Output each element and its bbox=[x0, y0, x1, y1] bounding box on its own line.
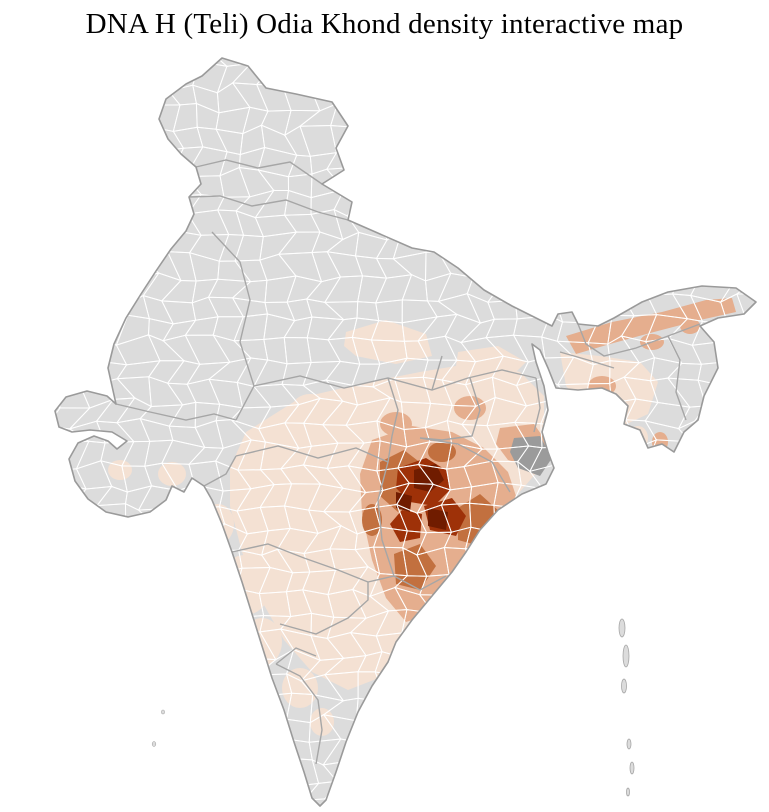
district-cluster[interactable] bbox=[652, 432, 668, 452]
district-cluster[interactable] bbox=[428, 442, 456, 462]
district-cluster[interactable] bbox=[202, 504, 234, 544]
district-cluster[interactable] bbox=[454, 396, 486, 420]
island[interactable] bbox=[622, 644, 630, 668]
andaman-nicobar-islands[interactable] bbox=[618, 618, 635, 797]
island[interactable] bbox=[621, 678, 627, 694]
district-cluster[interactable] bbox=[108, 460, 132, 480]
island[interactable] bbox=[161, 709, 165, 715]
district-cluster[interactable] bbox=[428, 508, 448, 530]
lakshadweep-islands[interactable] bbox=[151, 709, 165, 747]
island[interactable] bbox=[629, 761, 635, 775]
island[interactable] bbox=[626, 787, 630, 797]
island[interactable] bbox=[618, 618, 626, 638]
page-title: DNA H (Teli) Odia Khond density interact… bbox=[85, 8, 684, 40]
district-cluster-coastal-odisha[interactable] bbox=[458, 494, 500, 546]
district-cluster[interactable] bbox=[292, 394, 328, 422]
district-cluster[interactable] bbox=[158, 462, 186, 486]
district-cluster[interactable] bbox=[396, 492, 412, 512]
district-cluster[interactable] bbox=[390, 510, 422, 542]
island[interactable] bbox=[151, 741, 157, 747]
district-cluster-up[interactable] bbox=[344, 320, 432, 364]
state-borders bbox=[115, 159, 701, 765]
island[interactable] bbox=[626, 738, 632, 750]
district-cluster[interactable] bbox=[242, 618, 282, 666]
india-outline bbox=[54, 57, 757, 807]
